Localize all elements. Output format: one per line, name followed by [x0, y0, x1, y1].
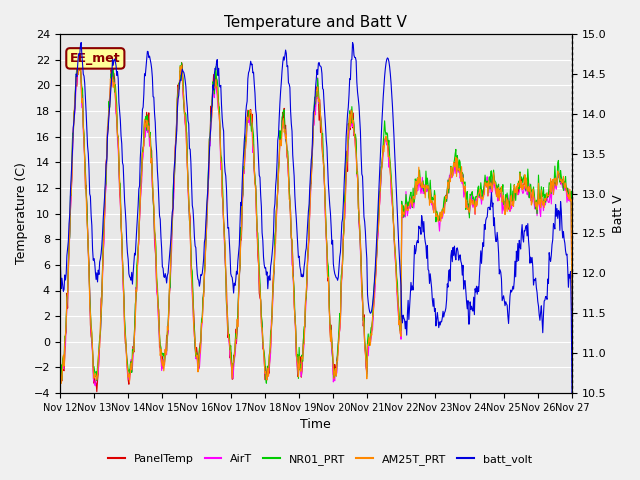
- Legend: PanelTemp, AirT, NR01_PRT, AM25T_PRT, batt_volt: PanelTemp, AirT, NR01_PRT, AM25T_PRT, ba…: [104, 450, 536, 469]
- Title: Temperature and Batt V: Temperature and Batt V: [225, 15, 407, 30]
- Y-axis label: Batt V: Batt V: [612, 194, 625, 233]
- Text: EE_met: EE_met: [70, 52, 121, 65]
- Y-axis label: Temperature (C): Temperature (C): [15, 163, 28, 264]
- X-axis label: Time: Time: [301, 419, 332, 432]
